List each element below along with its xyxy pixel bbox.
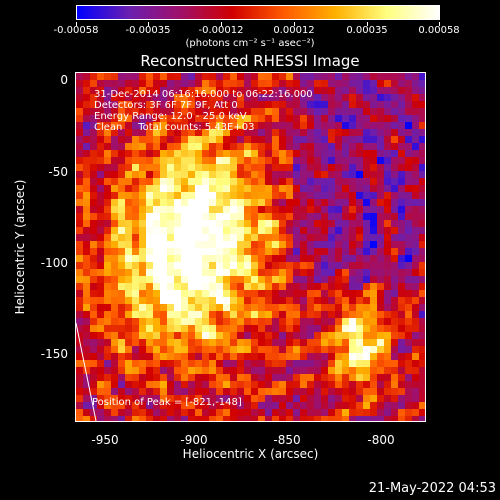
colorbar-tick-label: 0.00012	[273, 25, 315, 36]
y-tick-label: -150	[40, 347, 68, 361]
y-axis-label: Heliocentric Y (arcsec)	[13, 179, 27, 315]
timestamp: 21-May-2022 04:53	[368, 481, 496, 496]
colorbar-tick	[76, 22, 77, 26]
annotation-energy: Energy Range: 12.0 - 25.0 keV	[94, 111, 247, 122]
colorbar-tick	[439, 22, 440, 26]
colorbar-tick-label: 0.00058	[418, 25, 460, 36]
annotation-time-range: 31-Dec-2014 06:16:16.000 to 06:22:16.000	[94, 89, 313, 100]
x-tick-label: -950	[91, 433, 119, 447]
colorbar-tick	[367, 22, 368, 26]
colorbar-tick-label: 0.00035	[346, 25, 388, 36]
heatmap-canvas	[76, 73, 425, 421]
colorbar-tick-label: -0.00012	[198, 25, 244, 36]
colorbar-tick-label: -0.00035	[125, 25, 171, 36]
colorbar-tick	[221, 22, 222, 26]
colorbar-tick-label: -0.00058	[53, 25, 99, 36]
plot-title: Reconstructed RHESSI Image	[140, 52, 360, 70]
colorbar-tick	[148, 22, 149, 26]
x-tick-label: -850	[273, 433, 301, 447]
x-tick-label: -900	[180, 433, 208, 447]
annotation-method: Clean Total counts: 5.43E+03	[94, 122, 255, 133]
rhessi-image	[75, 72, 426, 422]
y-tick-label: 0	[60, 73, 68, 87]
colorbar-unit-label: (photons cm⁻² s⁻¹ asec⁻²)	[185, 38, 315, 49]
annotation-detectors: Detectors: 3F 6F 7F 9F, Att 0	[94, 100, 238, 111]
colorbar-tick	[294, 22, 295, 26]
y-tick-label: -100	[40, 256, 68, 270]
solar-limb-line	[76, 322, 97, 421]
peak-position-label: Position of Peak = [-821,-148]	[92, 397, 242, 408]
x-axis-label: Heliocentric X (arcsec)	[182, 447, 319, 461]
colorbar	[76, 5, 440, 20]
y-tick-label: -50	[48, 165, 68, 179]
x-tick-label: -800	[367, 433, 395, 447]
